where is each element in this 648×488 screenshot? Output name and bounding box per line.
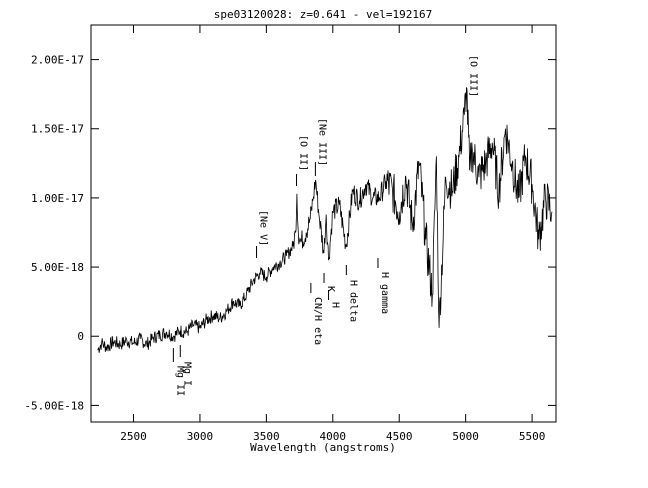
x-axis-label: Wavelength (angstroms) [250, 441, 396, 454]
line-marker-label: H delta [347, 280, 358, 322]
line-marker-label: CN/H eta [312, 297, 323, 345]
x-tick-label: 2500 [120, 430, 147, 443]
line-marker-label: H gamma [379, 272, 390, 314]
line-marker-label: H [330, 302, 341, 308]
y-tick-label: 1.00E-17 [31, 192, 84, 205]
spectrum-line [97, 87, 553, 353]
y-axis: -5.00E-18 0 5.00E-18 1.00E-17 1.50E-17 2.00E-… [24, 54, 556, 412]
y-tick-label: -5.00E-18 [24, 399, 84, 412]
x-tick-label: 4500 [386, 430, 413, 443]
emission-line-markers: [O III] [Ne III] [O II] [Ne V] K H CN/H eta H d… [172, 55, 479, 396]
x-tick-label: 3000 [187, 430, 214, 443]
x-tick-label: 4000 [320, 430, 347, 443]
y-tick-label: 2.00E-17 [31, 54, 84, 67]
y-tick-label: 5.00E-18 [31, 261, 84, 274]
y-tick-label: 1.50E-17 [31, 123, 84, 136]
x-tick-label: 5000 [452, 430, 479, 443]
x-axis: 2500 3000 3500 4000 4500 5000 5500 [120, 25, 545, 443]
line-marker-label: Mg I [181, 362, 192, 386]
plot-frame [90, 24, 557, 423]
x-tick-label: 5500 [519, 430, 546, 443]
y-tick-label: 0 [77, 330, 84, 343]
line-marker-label: [O III] [468, 55, 479, 97]
x-tick-label: 3500 [253, 430, 280, 443]
line-marker-label: [O II] [298, 135, 309, 171]
line-marker-label: [Ne III] [316, 118, 327, 166]
line-marker-label: K [325, 286, 336, 292]
line-marker-label: Mg II [174, 366, 185, 396]
line-marker-label: [Ne V] [258, 210, 269, 246]
chart-title: spe03120028: z=0.641 - vel=192167 [214, 8, 433, 21]
